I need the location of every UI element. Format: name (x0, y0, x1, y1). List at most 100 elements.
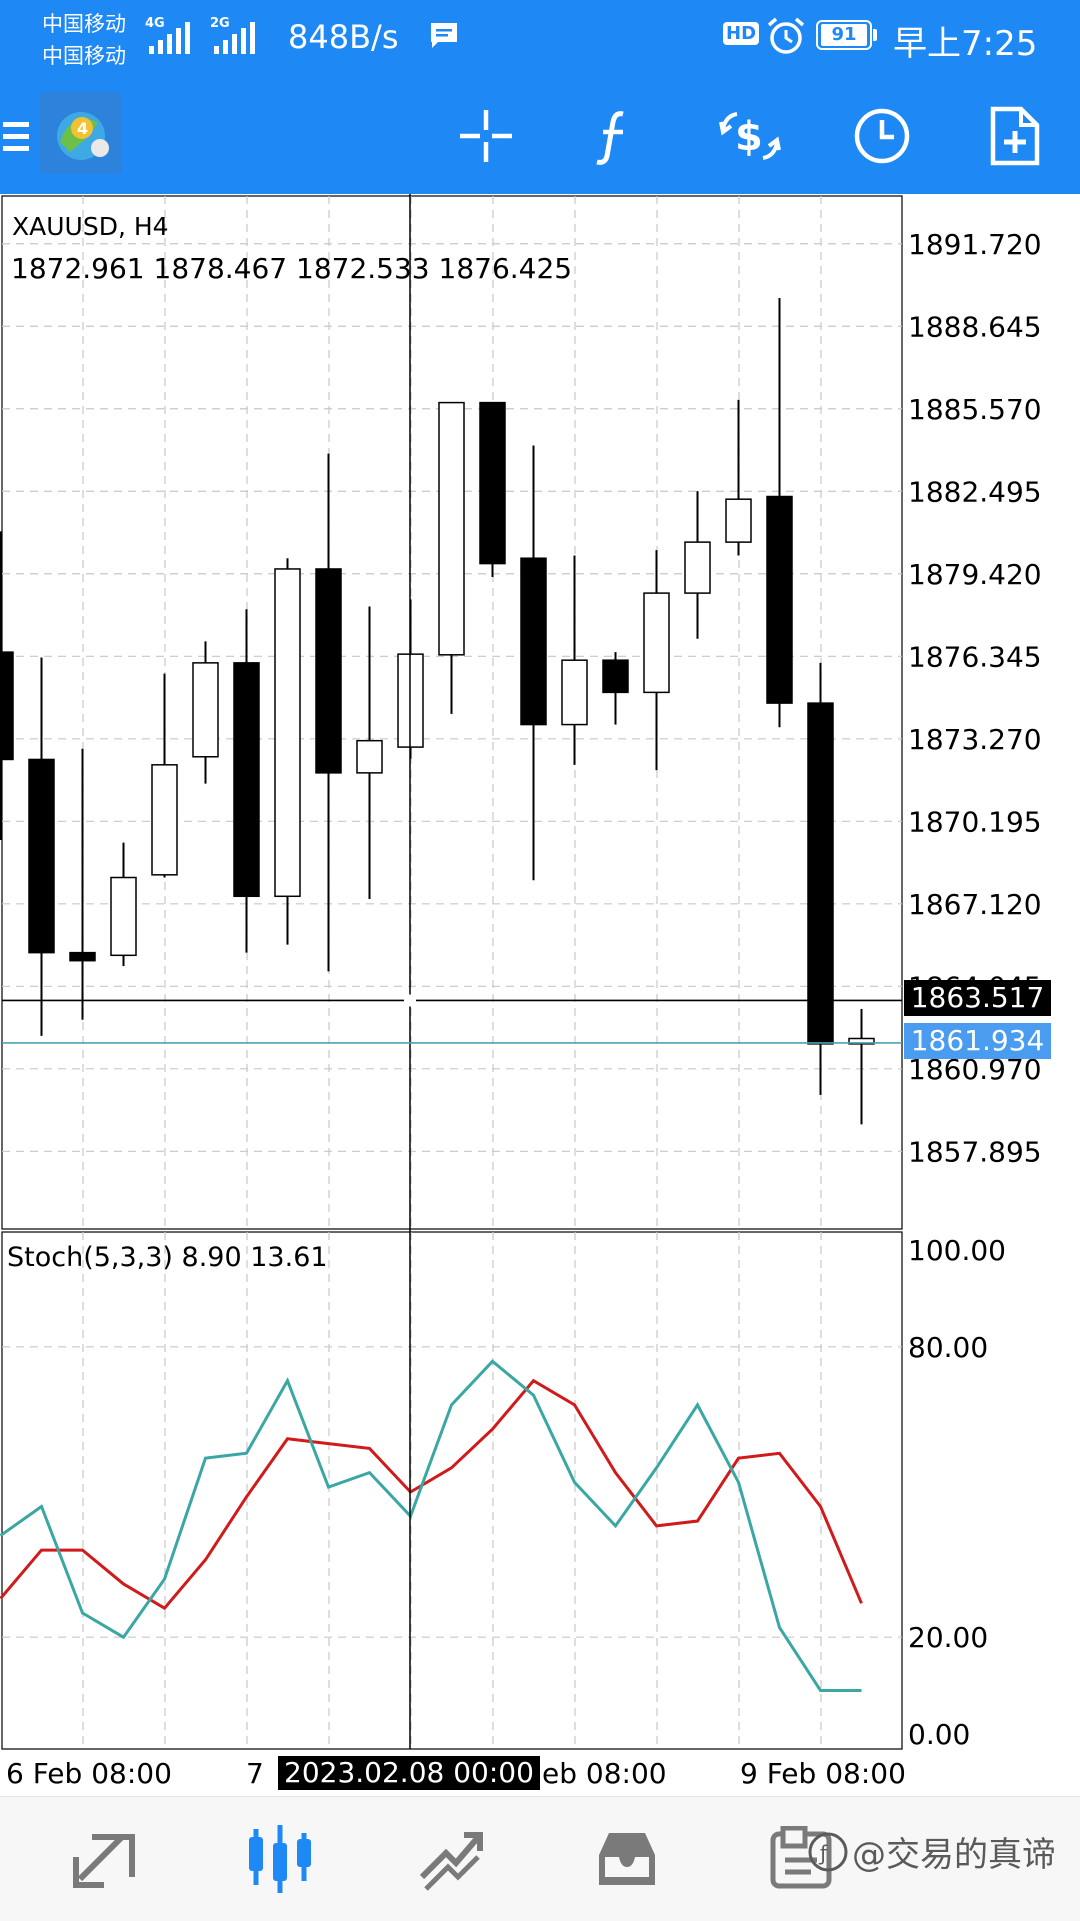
candle (151, 673, 178, 878)
candle (233, 609, 260, 953)
clock: 早上7:25 (893, 24, 1038, 64)
bear-candle-body (520, 557, 547, 726)
chart-area[interactable]: 1891.720 1888.645 1885.570 1882.495 1879.420… (0, 194, 1080, 1796)
stoch-signal-line (0, 1378, 863, 1611)
svg-text:ƒ: ƒ (818, 1841, 828, 1865)
nav-quotes[interactable] (57, 1811, 157, 1907)
candle (643, 550, 670, 771)
crosshair-button[interactable] (436, 78, 536, 194)
bull-candle-body (684, 541, 711, 594)
bear-candle-body (315, 568, 342, 774)
price-tick-label: 1870.195 (908, 805, 1042, 838)
watermark: ƒ @交易的真谛 (806, 1827, 1056, 1876)
candle (807, 662, 834, 1095)
mt4-logo[interactable]: 4 (40, 92, 122, 174)
indicators-icon (596, 111, 624, 165)
bull-candle-body (438, 401, 465, 656)
ohlc-label: 1872.961 1878.467 1872.533 1876.425 (11, 252, 573, 285)
nav-history[interactable] (577, 1811, 677, 1907)
bear-candle-body (766, 495, 793, 704)
bear-candle-body (0, 651, 14, 761)
bull-candle-body (192, 662, 219, 758)
candle (561, 555, 588, 765)
battery-tip (873, 29, 877, 41)
time-axis-label: 6 Feb 08:00 (6, 1757, 172, 1790)
price-tick-label: 1879.420 (908, 558, 1042, 591)
bear-candle-body (28, 758, 55, 954)
app-toolbar: 4 $ (0, 78, 1080, 194)
candle (848, 1008, 875, 1125)
stoch-main-line (0, 1359, 862, 1692)
bear-candle-body (69, 951, 96, 962)
candle (725, 399, 752, 556)
carrier-1: 中国移动 (42, 12, 126, 36)
signal-icon (214, 22, 255, 54)
candle (110, 842, 137, 967)
battery-icon: 91 (816, 20, 872, 50)
network-type-2: 2G (210, 16, 230, 31)
mt4-logo-icon: 4 (40, 92, 122, 174)
bull-candle-body (725, 498, 752, 543)
new-order-icon (990, 106, 1040, 166)
price-tick-label: 1857.895 (908, 1135, 1042, 1168)
network-speed: 848B/s (288, 18, 399, 56)
crosshair-price-tag: 1863.517 (904, 980, 1051, 1016)
bull-candle-body (643, 592, 670, 694)
stoch-tick-label: 0.00 (908, 1718, 970, 1751)
chart-icon (249, 1825, 311, 1893)
carrier-2: 中国移动 (42, 44, 126, 68)
crosshair-time-tag: 2023.02.08 00:00 (278, 1756, 540, 1790)
svg-text:$: $ (735, 114, 763, 160)
timeframe-clock-icon (854, 108, 910, 164)
candle (356, 606, 383, 899)
candle (602, 652, 629, 725)
menu-button[interactable] (0, 78, 34, 194)
price-tick-label: 1882.495 (908, 475, 1042, 508)
new-order-button[interactable] (965, 78, 1065, 194)
nav-trade[interactable] (402, 1811, 502, 1907)
battery-level: 91 (821, 24, 867, 46)
stoch-tick-label: 20.00 (908, 1621, 988, 1654)
nav-messages[interactable] (752, 1811, 852, 1907)
bear-candle-body (479, 401, 506, 565)
bear-candle-body (807, 702, 834, 1045)
status-bar: 中国移动 中国移动 4G 2G 848B/s HD 91 早上7:25 (0, 0, 1080, 78)
bid-price-tag: 1861.934 (904, 1023, 1051, 1059)
network-type-1: 4G (145, 16, 165, 31)
stoch-tick-label: 80.00 (908, 1331, 988, 1364)
price-tick-label: 1888.645 (908, 310, 1042, 343)
candle (438, 401, 465, 714)
crosshair-icon (460, 110, 512, 162)
candle (0, 531, 14, 840)
bull-candle-body (561, 659, 588, 726)
hd-badge: HD (723, 22, 760, 45)
bull-candle-body (848, 1037, 875, 1045)
candle (28, 657, 55, 1036)
menu-icon (3, 122, 29, 151)
stoch-pane-border (1, 1231, 903, 1750)
candle (479, 401, 506, 578)
price-tick-label: 1891.720 (908, 228, 1042, 261)
candle (684, 491, 711, 639)
bear-candle-body (233, 662, 260, 898)
watermark-text: @交易的真谛 (852, 1835, 1056, 1875)
price-tick-label: 1885.570 (908, 393, 1042, 426)
message-notification-icon (431, 23, 457, 48)
currency-exchange-icon: $ (719, 112, 781, 160)
bull-candle-body (151, 764, 178, 876)
stoch-tick-label: 100.00 (908, 1234, 1006, 1267)
svg-text:4: 4 (77, 119, 88, 138)
candle (315, 453, 342, 972)
messages-icon (770, 1826, 832, 1889)
nav-chart[interactable] (230, 1811, 330, 1907)
price-tick-label: 1867.120 (908, 888, 1042, 921)
watermark-logo-icon: ƒ (808, 1832, 848, 1871)
currency-exchange-button[interactable]: $ (700, 78, 800, 194)
indicators-button[interactable] (567, 78, 667, 194)
history-icon (599, 1833, 655, 1885)
timeframe-button[interactable] (832, 78, 932, 194)
symbol-timeframe-label: XAUUSD, H4 (12, 212, 169, 241)
alarm-icon (767, 17, 805, 54)
bull-candle-body (356, 739, 383, 774)
candle (69, 748, 96, 1020)
